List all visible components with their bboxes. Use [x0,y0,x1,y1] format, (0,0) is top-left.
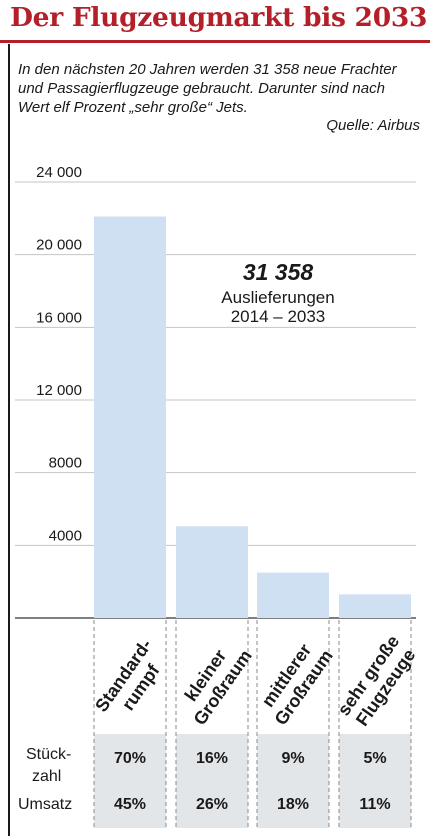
bar [94,216,166,618]
y-tick-label: 12 000 [36,382,82,399]
row-label: Umsatz [18,796,72,813]
annotation-line-2: 2014 – 2033 [231,307,326,326]
grid-lines [15,181,416,619]
share-value: 18% [277,796,309,813]
chart-subtitle: In den nächsten 20 Jahren werden 31 358 … [18,61,397,116]
title-bar: Der Flugzeugmarkt bis 2033 [0,0,430,44]
table-band [339,734,411,828]
category-label: mittlererGroßraum [253,634,336,729]
y-tick-labels: 4000 8000 12 000 16 000 20 000 24 000 [36,164,82,544]
row-label: Stück- [26,746,71,763]
annotation-number: 31 358 [243,259,314,285]
y-tick-label: 24 000 [36,164,82,181]
title-rule [0,40,430,43]
category-label: sehr großeFlugzeuge [334,632,421,732]
bar [339,594,411,618]
left-border-rule [8,44,10,836]
table-bands [94,734,411,828]
share-value: 16% [196,750,228,767]
table-band [94,734,166,828]
table-band [257,734,329,828]
share-value: 45% [114,796,146,813]
bar [257,572,329,618]
share-value: 5% [363,750,386,767]
row-label: zahl [32,768,61,785]
y-tick-label: 16 000 [36,309,82,326]
bar [176,526,248,618]
share-value: 26% [196,796,228,813]
y-tick-label: 8000 [49,455,82,472]
share-table: Stück-zahl 70% 16% 9% 5% Umsatz 45% 26% 18% 11% [18,746,391,813]
y-tick-label: 4000 [49,527,82,544]
source-note: Quelle: Airbus [326,117,420,134]
table-band [176,734,248,828]
annotation-line-1: Auslieferungen [221,288,334,307]
share-value: 11% [359,796,390,813]
chart-title: Der Flugzeugmarkt bis 2033 [10,2,428,33]
total-annotation: 31 358 Auslieferungen 2014 – 2033 [221,259,334,326]
share-value: 70% [114,750,146,767]
share-value: 9% [281,750,304,767]
bars [94,216,411,618]
y-tick-label: 20 000 [36,237,82,254]
category-labels: Standard-rumpf kleinerGroßraum mittlererGr… [91,632,421,732]
category-label: Standard-rumpf [91,635,173,727]
category-label: kleinerGroßraum [172,634,255,729]
